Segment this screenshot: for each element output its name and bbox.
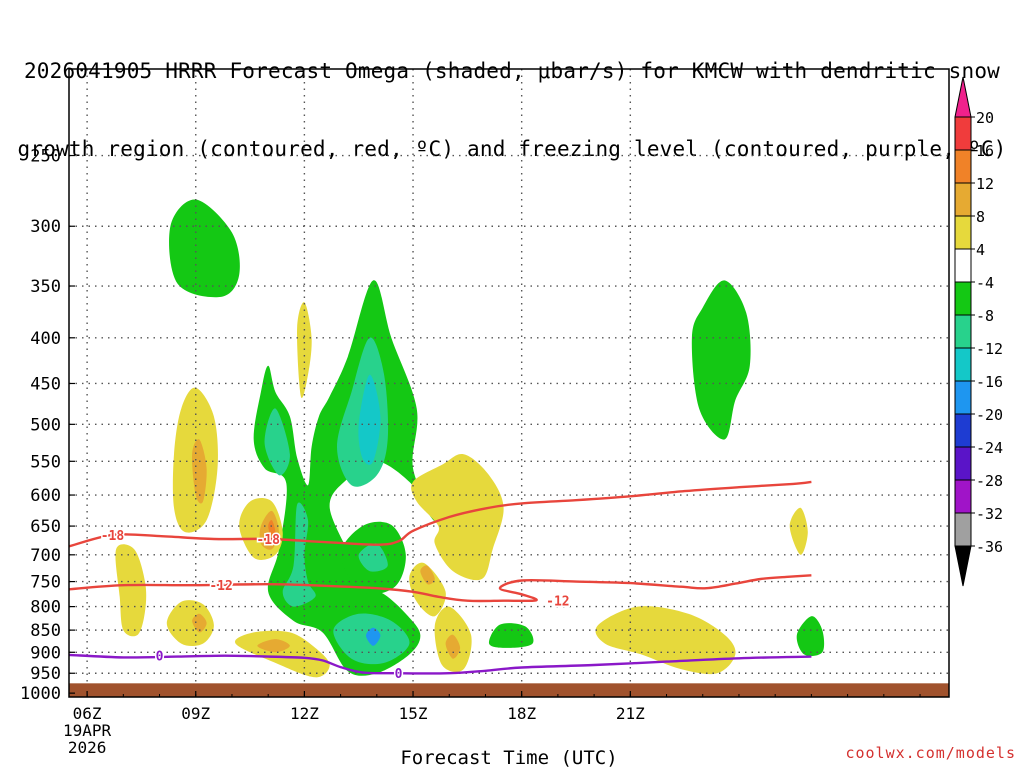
- credit-link[interactable]: coolwx.com/models: [845, 744, 1016, 762]
- y-tick-label-300: 300: [30, 217, 61, 237]
- colorbar-bin-10: [954, 446, 972, 481]
- omega-pos-1100z-low: [234, 630, 330, 678]
- colorbar-bin-9: [954, 413, 972, 448]
- freezing-level-0c-label-0: 0: [156, 650, 164, 665]
- colorbar-bin-11: [954, 479, 972, 514]
- colorbar: 20 16 12 8 4 -4 -8 -12 -16 -20 -24 -28 -32 -36: [954, 76, 1003, 587]
- isotherm-minus18-line: [69, 480, 812, 548]
- colorbar-bin-1: [954, 149, 972, 184]
- chart-title-line-2: growth region (contoured, red, ºC) and f…: [17, 137, 1007, 161]
- y-tick-label-750: 750: [30, 573, 61, 593]
- isotherm-minus12-label-0: -12: [209, 579, 232, 594]
- omega-neg8-1030z: [264, 408, 290, 476]
- isotherm-minus18-label-0: -18: [101, 529, 125, 544]
- x-tick-label-12Z: 12Z: [290, 704, 319, 723]
- colorbar-label-6: -8: [976, 307, 994, 325]
- colorbar-top-arrow: [954, 76, 972, 118]
- omega-pos8-09z: [192, 439, 207, 504]
- colorbar-label-3: 8: [976, 208, 985, 226]
- colorbar-bottom-arrow: [954, 545, 972, 587]
- omega-pos8-1600z-low: [445, 634, 461, 659]
- omega-pos-right-edge: [789, 507, 808, 555]
- y-tick-label-250: 250: [30, 147, 61, 167]
- y-tick-label-650: 650: [30, 517, 61, 537]
- omega-neg-09z-high: [169, 199, 240, 298]
- freezing-level-0c-label-1: 0: [395, 667, 403, 682]
- colorbar-bin-4: [954, 248, 972, 283]
- colorbar-bin-0: [954, 116, 972, 151]
- colorbar-label-8: -16: [976, 373, 1003, 391]
- omega-pos8-1500z: [420, 565, 435, 585]
- colorbar-bin-3: [954, 215, 972, 250]
- y-tick-label-500: 500: [30, 415, 61, 435]
- y-tick-label-350: 350: [30, 277, 61, 297]
- y-tick-label-1000: 1000: [20, 684, 61, 704]
- date-label-1: 2026: [68, 738, 107, 757]
- y-tick-label-700: 700: [30, 546, 61, 566]
- y-axis: 2503003504004505005506006507007508008509…: [20, 147, 75, 704]
- y-tick-label-950: 950: [30, 664, 61, 684]
- omega-pos-2100z-low: [595, 606, 736, 675]
- colorbar-bin-12: [954, 512, 972, 547]
- isotherm-minus12-line: [69, 574, 812, 603]
- omega-neg-right-edge: [796, 616, 825, 657]
- colorbar-bin-6: [954, 314, 972, 349]
- omega-pos-1700z: [411, 453, 504, 581]
- x-tick-label-09Z: 09Z: [181, 704, 210, 723]
- date-label-0: 19APR: [63, 721, 112, 740]
- colorbar-label-13: -36: [976, 538, 1003, 556]
- x-axis-title: Forecast Time (UTC): [400, 747, 617, 768]
- colorbar-label-10: -24: [976, 439, 1003, 457]
- colorbar-label-0: 20: [976, 109, 994, 127]
- omega-neg8-1230z-col: [282, 502, 316, 607]
- colorbar-label-7: -12: [976, 340, 1003, 358]
- isotherm-minus12-label-1: -12: [546, 594, 569, 609]
- omega-pos-0630z: [115, 544, 147, 637]
- chart-title-line-1: 2026041905 HRRR Forecast Omega (shaded, …: [23, 59, 1001, 83]
- colorbar-label-2: 12: [976, 175, 994, 193]
- omega-pos-1200z-high: [297, 302, 312, 398]
- colorbar-label-5: -4: [976, 274, 994, 292]
- x-tick-label-18Z: 18Z: [507, 704, 536, 723]
- colorbar-bin-8: [954, 380, 972, 415]
- y-tick-label-850: 850: [30, 621, 61, 641]
- ground-fill: [69, 683, 949, 697]
- isotherm-minus18-label-1: -18: [256, 533, 280, 548]
- colorbar-label-11: -28: [976, 472, 1003, 490]
- omega-neg-1730z: [488, 623, 534, 648]
- x-tick-label-15Z: 15Z: [399, 704, 428, 723]
- contour-layer: -18 -18 -12 -12 0 0: [69, 480, 812, 684]
- omega-pos-1500z-low: [409, 562, 446, 617]
- omega-pos8-1100z-low: [257, 639, 290, 653]
- y-tick-label-900: 900: [30, 643, 61, 663]
- colorbar-bin-2: [954, 182, 972, 217]
- colorbar-label-12: -32: [976, 505, 1003, 523]
- y-tick-label-550: 550: [30, 452, 61, 472]
- omega-neg16-1400z-core: [366, 627, 381, 646]
- omega-pos8-0900z-low: [192, 613, 207, 633]
- omega-pos-0900z-low: [166, 600, 214, 647]
- freezing-level-0c-line: [69, 653, 812, 675]
- colorbar-bin-7: [954, 347, 972, 382]
- omega-neg-1030z: [253, 280, 435, 676]
- omega-pos12-1100z: [268, 519, 276, 538]
- colorbar-label-9: -20: [976, 406, 1003, 424]
- x-tick-label-06Z: 06Z: [73, 704, 102, 723]
- omega-neg-2230z: [691, 280, 751, 440]
- colorbar-bin-5: [954, 281, 972, 316]
- y-tick-label-450: 450: [30, 374, 61, 394]
- colorbar-label-4: 4: [976, 241, 985, 259]
- omega-neg8-1400z-lowmid: [358, 543, 388, 572]
- chart-title: 2026041905 HRRR Forecast Omega (shaded, …: [0, 6, 1024, 188]
- y-tick-label-400: 400: [30, 329, 61, 349]
- omega-shading-layer: [115, 199, 825, 678]
- y-tick-label-800: 800: [30, 598, 61, 618]
- y-tick-label-600: 600: [30, 486, 61, 506]
- x-tick-label-21Z: 21Z: [616, 704, 645, 723]
- colorbar-label-1: 16: [976, 142, 994, 160]
- ground-layer: [69, 683, 949, 697]
- omega-neg12-1400z: [358, 374, 381, 465]
